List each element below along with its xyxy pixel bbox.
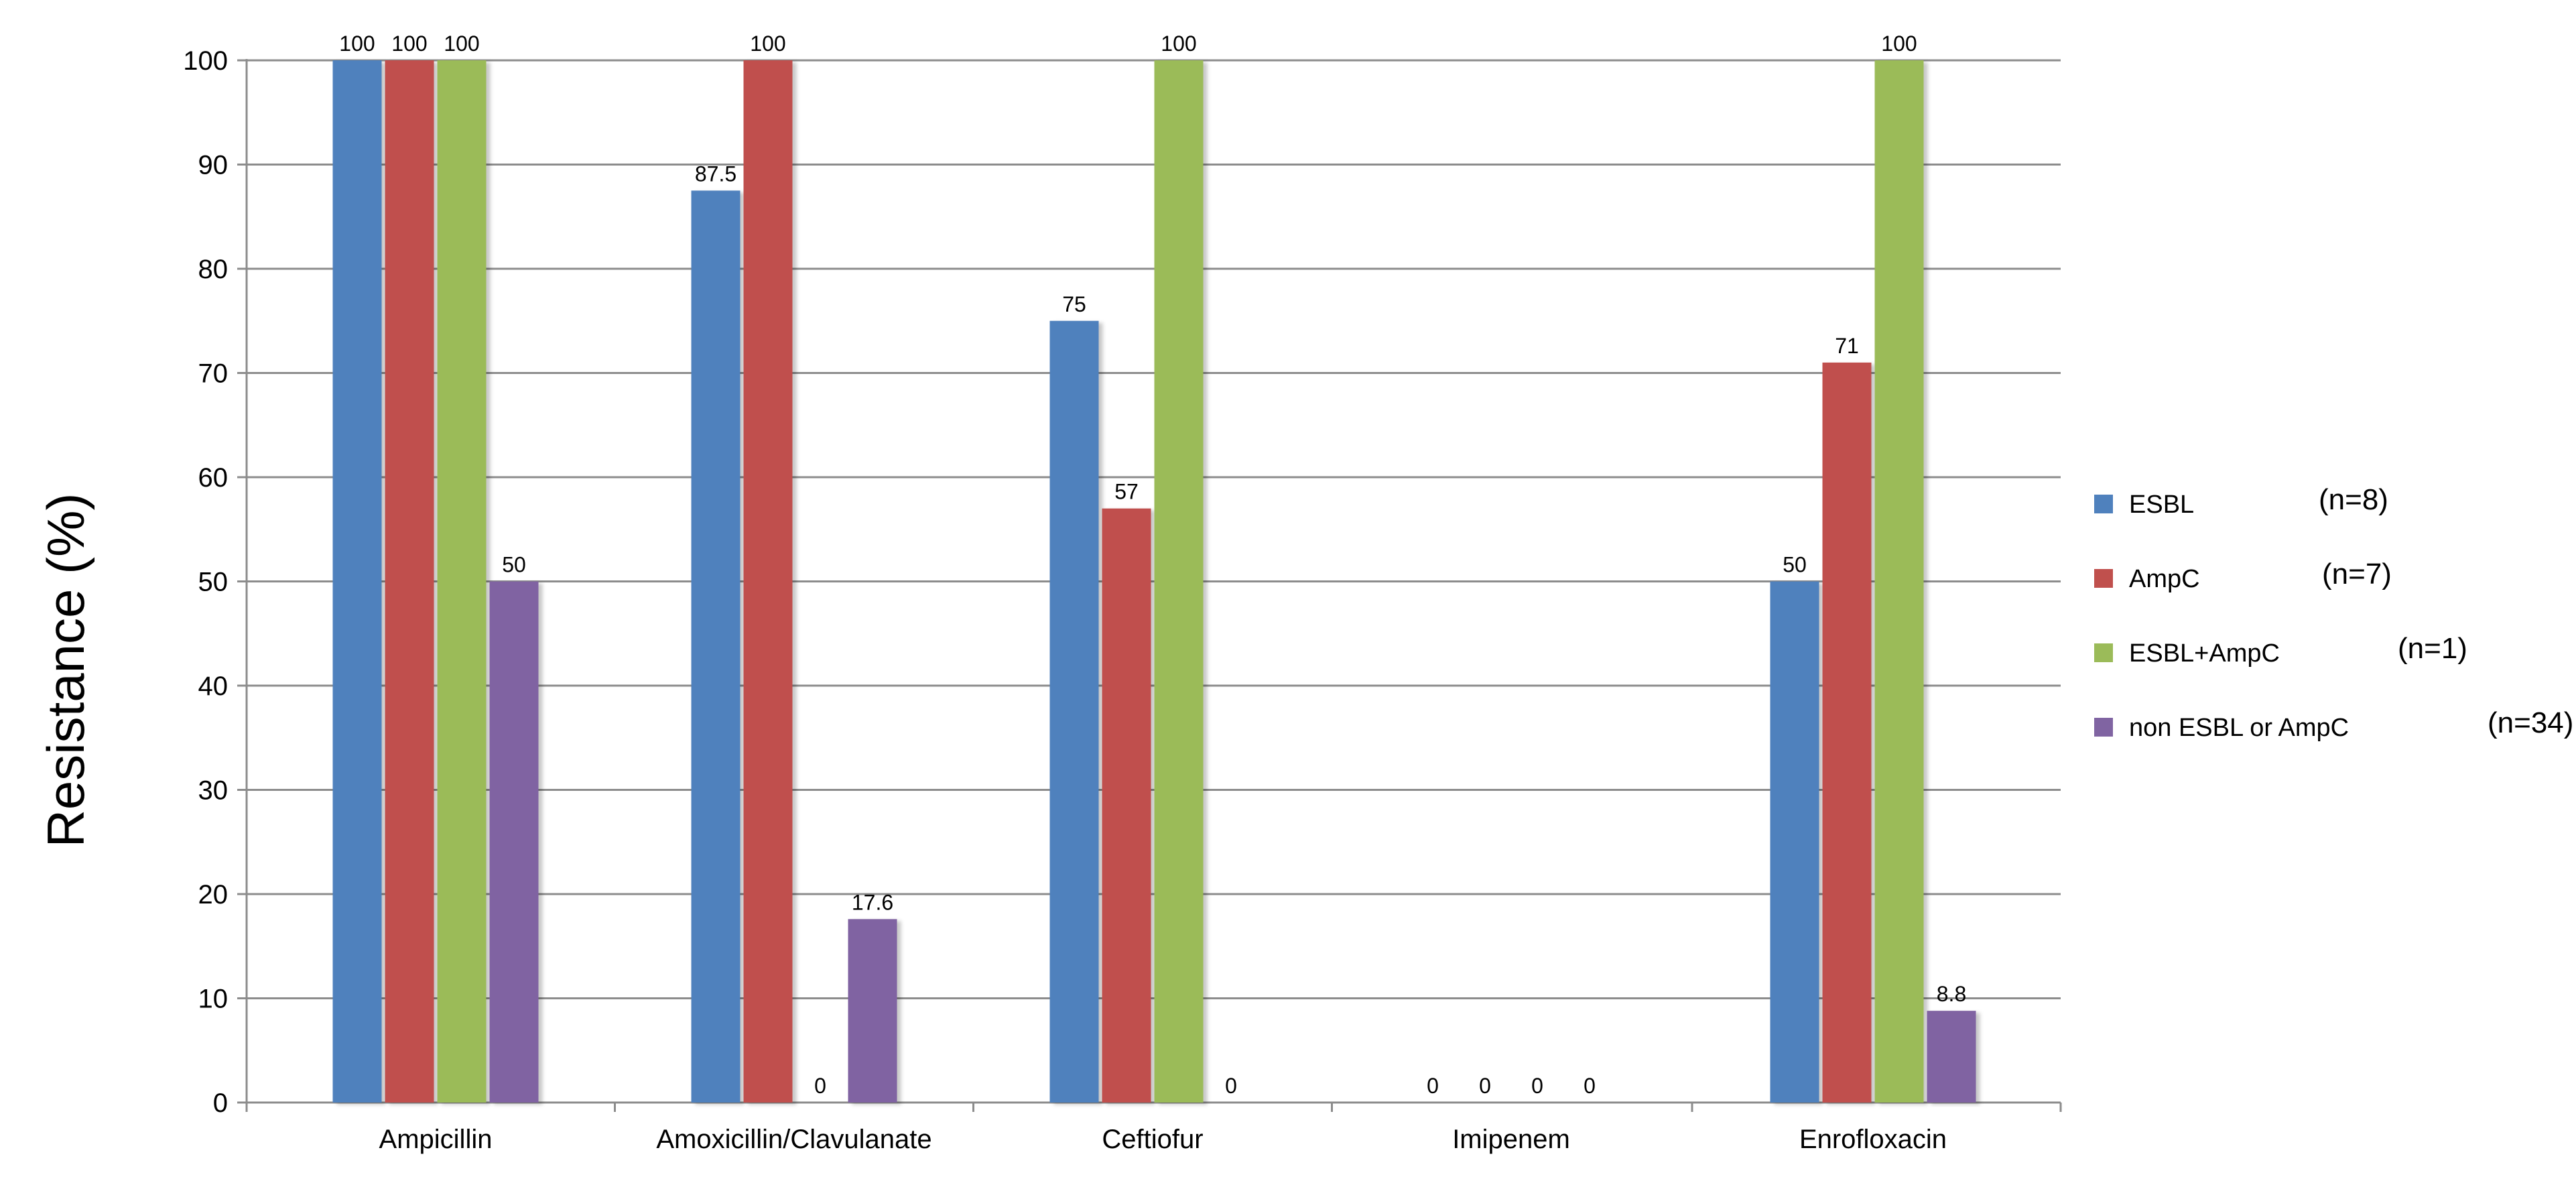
bar — [1770, 581, 1819, 1103]
legend-count: (n=34) — [2488, 706, 2573, 739]
data-labels: 100 87.5 75 0 50 100 100 57 0 71 100 0 100 0 100 50 17.6… — [339, 32, 1966, 1098]
bar — [1822, 362, 1872, 1103]
data-label: 50 — [502, 553, 526, 577]
y-tick-label: 100 — [183, 46, 228, 76]
legend-swatch — [2094, 495, 2113, 513]
axes — [237, 59, 2062, 1112]
bar — [1927, 1011, 1976, 1103]
data-label: 100 — [444, 32, 479, 56]
data-label: 0 — [814, 1074, 826, 1098]
data-label: 75 — [1062, 292, 1086, 316]
legend-swatch — [2094, 569, 2113, 588]
data-label: 100 — [750, 32, 785, 56]
y-tick-label: 60 — [198, 463, 229, 493]
data-label: 0 — [1531, 1074, 1543, 1098]
y-axis-title: Resistance (%) — [36, 493, 95, 848]
y-tick-label: 50 — [198, 568, 229, 597]
y-tick-label: 40 — [198, 672, 229, 701]
data-label: 0 — [1225, 1074, 1237, 1098]
x-tick-label: Ampicillin — [379, 1125, 493, 1154]
legend-label: AmpC — [2129, 565, 2200, 593]
x-tick-label: Imipenem — [1452, 1125, 1570, 1154]
data-label: 50 — [1783, 553, 1807, 577]
bar — [1874, 60, 1924, 1103]
bar — [743, 60, 793, 1103]
legend-label: non ESBL or AmpC — [2129, 714, 2349, 742]
data-label: 0 — [1584, 1074, 1596, 1098]
x-tick-label: Enrofloxacin — [1799, 1125, 1947, 1154]
y-tick-label: 10 — [198, 985, 229, 1014]
data-label: 100 — [339, 32, 375, 56]
data-label: 100 — [1881, 32, 1917, 56]
legend: ESBL (n=8) AmpC (n=7) ESBL+AmpC (n=1) non ESBL… — [2094, 483, 2573, 742]
data-label: 0 — [1427, 1074, 1439, 1098]
bar — [1049, 320, 1099, 1103]
y-tick-label: 0 — [213, 1088, 228, 1118]
bar — [848, 919, 897, 1103]
bars — [332, 60, 1976, 1103]
legend-count: (n=8) — [2319, 483, 2388, 516]
legend-label: ESBL+AmpC — [2129, 639, 2280, 668]
y-tick-label: 80 — [198, 255, 229, 284]
data-label: 100 — [1161, 32, 1196, 56]
y-tick-label: 90 — [198, 151, 229, 180]
bar — [691, 190, 740, 1103]
legend-swatch — [2094, 643, 2113, 662]
y-tick-label: 20 — [198, 880, 229, 909]
data-label: 71 — [1835, 334, 1859, 358]
gridlines — [247, 59, 2061, 999]
data-label: 100 — [391, 32, 427, 56]
data-label: 57 — [1114, 480, 1139, 504]
x-tick-label: Ceftiofur — [1102, 1125, 1203, 1154]
bar — [385, 60, 434, 1103]
data-label: 0 — [1479, 1074, 1491, 1098]
legend-label: ESBL — [2129, 491, 2194, 519]
bar — [1154, 60, 1204, 1103]
x-tick-label: Amoxicillin/Clavulanate — [656, 1125, 931, 1154]
tick-labels: 0 10 20 30 40 50 60 70 80 90 100 Ampicillin Amoxicil… — [183, 46, 1947, 1154]
data-label: 87.5 — [695, 162, 736, 186]
legend-count: (n=7) — [2322, 558, 2392, 590]
y-tick-label: 30 — [198, 776, 229, 806]
bar — [437, 60, 487, 1103]
data-label: 17.6 — [852, 890, 893, 914]
bar — [489, 581, 539, 1103]
legend-count: (n=1) — [2398, 632, 2467, 665]
data-label: 8.8 — [1937, 982, 1966, 1006]
legend-swatch — [2094, 718, 2113, 737]
bar — [1102, 508, 1151, 1103]
y-tick-label: 70 — [198, 359, 229, 389]
bar — [332, 60, 382, 1103]
